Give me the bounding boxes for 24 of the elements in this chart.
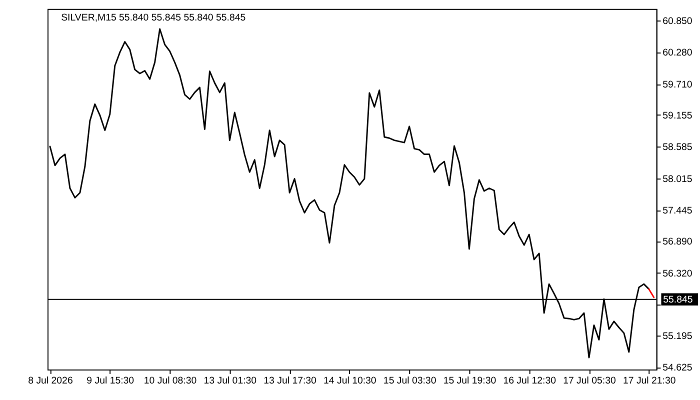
x-tick-label: 10 Jul 08:30 [144, 376, 198, 387]
x-tick-label: 13 Jul 01:30 [204, 376, 258, 387]
x-tick-label: 17 Jul 05:30 [563, 376, 616, 387]
y-tick-label: 59.155 [662, 110, 692, 122]
ref-line-label: 55.845 [663, 294, 693, 306]
x-tick-label: 15 Jul 03:30 [383, 376, 437, 387]
x-tick-label: 9 Jul 15:30 [86, 376, 135, 387]
x-tick-label: 15 Jul 19:30 [443, 376, 497, 387]
x-tick-label: 13 Jul 17:30 [264, 376, 318, 387]
y-tick-label: 55.195 [662, 330, 692, 342]
y-tick-label: 56.320 [662, 268, 693, 280]
x-tick-label: 16 Jul 12:30 [503, 376, 557, 387]
y-tick-label: 58.015 [662, 174, 692, 185]
x-tick-label: 17 Jul 21:30 [622, 376, 676, 387]
y-tick-label: 54.625 [662, 362, 692, 374]
chart-title: SILVER,M15 55.840 55.845 55.840 55.845 [61, 12, 246, 24]
y-tick-label: 57.445 [662, 206, 692, 217]
y-tick-label: 60.280 [662, 48, 693, 59]
x-tick-label: 14 Jul 10:30 [324, 376, 377, 387]
y-tick-label: 56.890 [662, 236, 693, 248]
y-tick-label: 60.850 [662, 16, 693, 27]
y-tick-label: 59.710 [662, 79, 693, 90]
y-tick-label: 58.585 [662, 142, 692, 154]
x-tick-label: 8 Jul 2026 [28, 376, 73, 387]
